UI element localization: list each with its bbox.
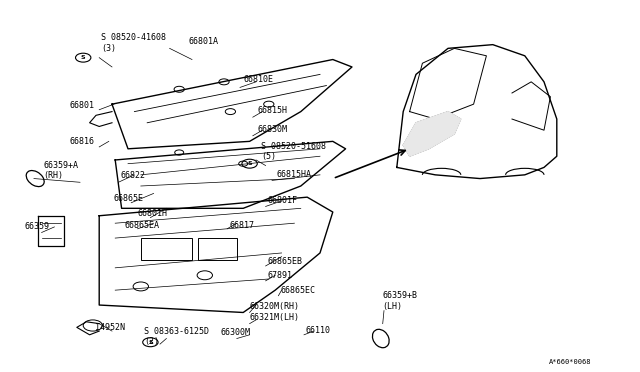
Text: 66110: 66110 xyxy=(306,326,331,335)
Text: 66321M(LH): 66321M(LH) xyxy=(250,313,300,322)
Text: 66816: 66816 xyxy=(69,137,94,146)
Ellipse shape xyxy=(26,170,44,187)
Text: 66300M: 66300M xyxy=(221,328,251,337)
Text: 66320M(RH): 66320M(RH) xyxy=(250,302,300,311)
Text: S: S xyxy=(247,161,252,166)
Text: S 08363-6125D
(2): S 08363-6125D (2) xyxy=(144,327,209,346)
Text: A*660*0068: A*660*0068 xyxy=(549,359,591,365)
Text: 66801F: 66801F xyxy=(268,196,298,205)
Ellipse shape xyxy=(372,329,389,348)
Text: 66865EC: 66865EC xyxy=(280,286,316,295)
Text: 66359: 66359 xyxy=(24,222,49,231)
Text: 66810E: 66810E xyxy=(243,76,273,84)
Text: 66830M: 66830M xyxy=(257,125,287,134)
Text: 66817: 66817 xyxy=(229,221,254,230)
Text: S 08520-51608
(5): S 08520-51608 (5) xyxy=(261,142,326,161)
Text: 66865E: 66865E xyxy=(114,194,144,203)
Text: 66801A: 66801A xyxy=(189,37,219,46)
Text: 67891: 67891 xyxy=(268,271,292,280)
Text: 66359+A
(RH): 66359+A (RH) xyxy=(44,161,79,180)
Bar xyxy=(141,238,192,260)
Text: S 08520-41608
(3): S 08520-41608 (3) xyxy=(101,33,166,53)
Text: 66359+B
(LH): 66359+B (LH) xyxy=(383,291,418,311)
Text: S: S xyxy=(148,340,153,345)
Bar xyxy=(198,238,237,260)
Text: 66815H: 66815H xyxy=(257,106,287,115)
Text: 66815HA: 66815HA xyxy=(276,170,312,179)
Text: 66801: 66801 xyxy=(69,101,94,110)
Text: 66801H: 66801H xyxy=(138,209,168,218)
Text: 66865EB: 66865EB xyxy=(268,257,303,266)
Polygon shape xyxy=(403,112,461,156)
Text: 66865EA: 66865EA xyxy=(125,221,160,230)
Text: 66822: 66822 xyxy=(120,171,145,180)
Text: S: S xyxy=(81,55,86,60)
Text: 14952N: 14952N xyxy=(95,323,125,332)
